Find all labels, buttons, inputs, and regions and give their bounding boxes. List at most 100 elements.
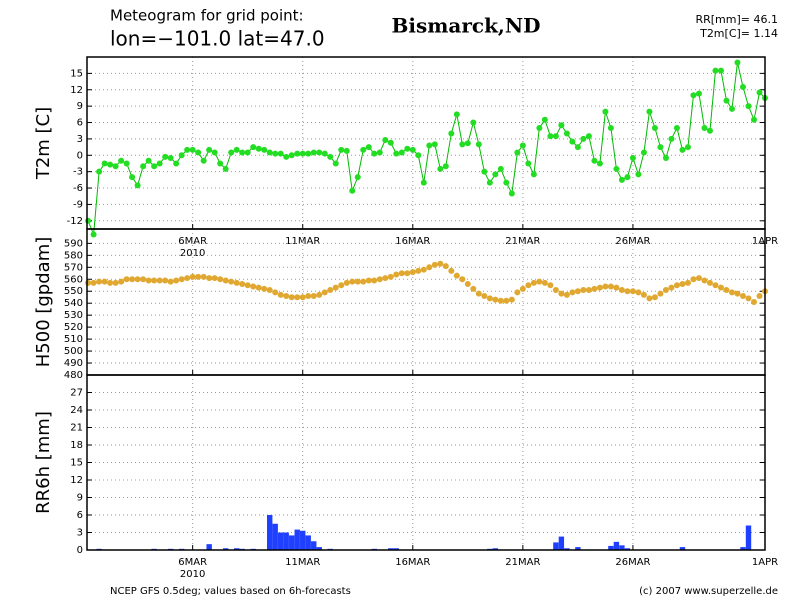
point (574, 144, 581, 151)
bar (294, 529, 300, 550)
point (558, 122, 565, 129)
point (728, 289, 735, 296)
y-tick-label: 12 (70, 475, 83, 486)
point (206, 275, 213, 282)
point (228, 149, 235, 156)
point (393, 150, 400, 157)
point (701, 277, 708, 284)
y-tick-label: 520 (64, 322, 83, 333)
point (420, 266, 427, 273)
point (382, 275, 389, 282)
point (387, 273, 394, 280)
point (409, 146, 416, 153)
point (277, 150, 284, 157)
point (673, 282, 680, 289)
point (569, 289, 576, 296)
point (404, 270, 411, 277)
point (272, 289, 279, 296)
point (217, 276, 224, 283)
y-tick-label: 530 (64, 310, 83, 321)
point (327, 153, 334, 160)
point (541, 279, 548, 286)
point (723, 97, 730, 104)
point (244, 282, 251, 289)
point (459, 141, 466, 148)
point (90, 279, 97, 286)
point (371, 150, 378, 157)
point (508, 190, 515, 197)
point (552, 287, 559, 294)
point (222, 277, 229, 284)
point (635, 171, 642, 178)
y-tick-label: -9 (73, 199, 83, 210)
point (189, 273, 196, 280)
point (156, 160, 163, 167)
bar (619, 545, 625, 550)
point (222, 165, 229, 172)
point (437, 260, 444, 267)
point (294, 294, 301, 301)
bar (553, 542, 559, 550)
point (415, 267, 422, 274)
point (151, 163, 158, 170)
point (123, 160, 130, 167)
point (756, 293, 763, 300)
bar (575, 547, 581, 550)
point (470, 285, 477, 292)
x-tick-label: 21MAR (505, 557, 540, 568)
point (409, 269, 416, 276)
bar (278, 532, 284, 550)
panel-frame (86, 374, 766, 551)
point (211, 149, 218, 156)
point (536, 278, 543, 285)
point (112, 163, 119, 170)
point (602, 108, 609, 115)
point (530, 171, 537, 178)
point (305, 293, 312, 300)
y-axis-label: H500 [gpdam] (33, 237, 54, 368)
point (145, 277, 152, 284)
point (354, 174, 361, 181)
point (316, 149, 323, 156)
y-tick-label: 15 (70, 458, 83, 469)
point (167, 155, 174, 162)
point (481, 168, 488, 175)
point (723, 287, 730, 294)
point (129, 174, 136, 181)
point (750, 299, 757, 305)
point (426, 142, 433, 149)
point (299, 294, 306, 301)
y-axis-label: T2m [C] (33, 107, 54, 180)
point (668, 284, 675, 291)
point (283, 153, 290, 160)
point (420, 179, 427, 186)
point (679, 146, 686, 153)
bar (272, 523, 278, 550)
point (580, 135, 587, 142)
y-tick-label: 21 (70, 423, 83, 434)
point (646, 295, 653, 302)
y-tick-label: 550 (64, 286, 83, 297)
point (255, 145, 262, 152)
point (695, 90, 702, 97)
bar (283, 532, 289, 550)
point (613, 284, 620, 291)
point (123, 276, 130, 283)
point (618, 176, 625, 183)
y-axis-label: RR6h [mm] (33, 411, 54, 514)
point (145, 157, 152, 164)
point (134, 182, 141, 189)
point (173, 277, 180, 284)
x-tick-label: 6MAR (178, 557, 207, 568)
point (398, 270, 405, 277)
bar (305, 535, 311, 550)
point (206, 146, 213, 153)
x-tick-label: 26MAR (615, 557, 650, 568)
point (629, 155, 636, 162)
point (646, 108, 653, 115)
point (712, 282, 719, 289)
y-tick-label: 3 (77, 134, 83, 145)
point (701, 124, 708, 131)
point (437, 165, 444, 172)
point (580, 287, 587, 294)
